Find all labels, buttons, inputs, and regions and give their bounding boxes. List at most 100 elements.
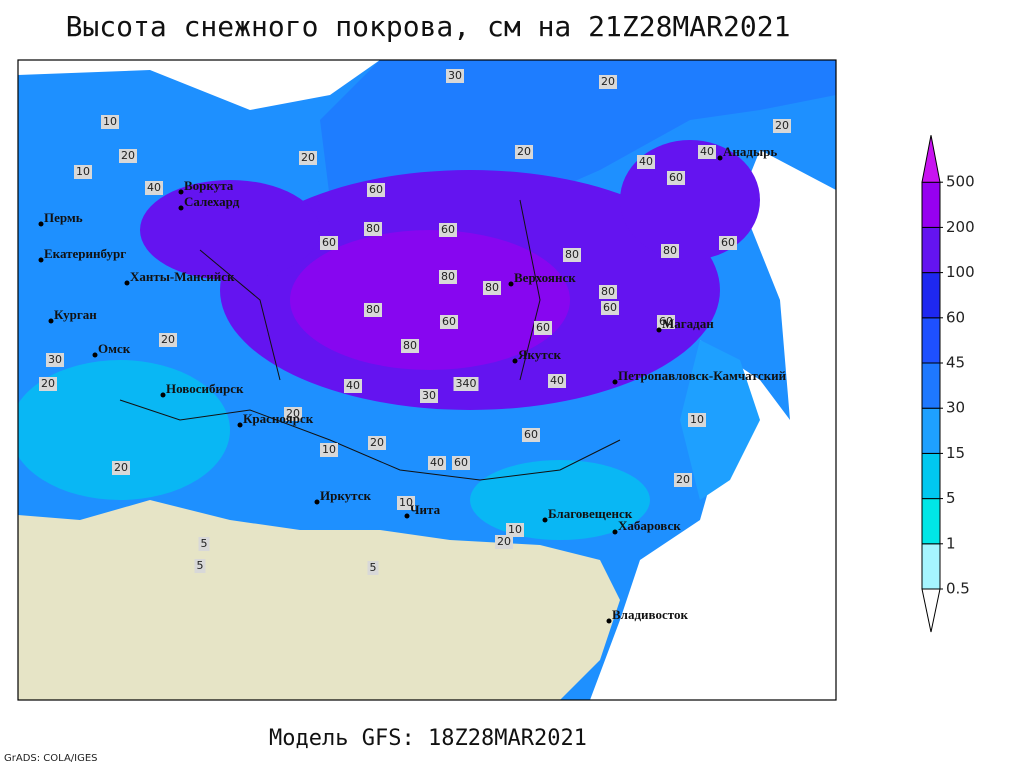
contour-label-box — [601, 301, 619, 315]
snow-deep-east — [620, 140, 760, 260]
city-dot — [178, 189, 184, 195]
contour-label-box — [46, 353, 64, 367]
contour-label: 60 — [442, 315, 456, 328]
city-label: Иркутск — [320, 488, 371, 503]
city-label: Якутск — [518, 347, 562, 362]
city-label: Хабаровск — [618, 518, 681, 533]
colorbar-label: 60 — [946, 308, 965, 326]
snow-shallow — [18, 360, 230, 500]
city-label: Новосибирск — [166, 381, 244, 396]
city-dot — [92, 352, 98, 358]
contour-label-box — [401, 339, 419, 353]
city-dot — [508, 281, 514, 287]
contour-label-box — [506, 523, 524, 537]
colorbar-label: 30 — [946, 399, 965, 417]
city-label: Петропавловск-Камчатский — [618, 368, 787, 383]
title: Высота снежного покрова, см на 21Z28MAR2… — [66, 10, 791, 43]
contour-label: 340 — [456, 377, 477, 390]
contour-label: 40 — [430, 456, 444, 469]
contour-label: 20 — [114, 461, 128, 474]
contour-label-box — [364, 303, 382, 317]
arctic-ocean-west — [18, 60, 380, 110]
contour-label-box — [439, 223, 457, 237]
contour-label: 80 — [485, 281, 499, 294]
contour-label-box — [548, 374, 566, 388]
contour-label: 20 — [601, 75, 615, 88]
pacific-ocean — [590, 150, 836, 700]
colorbar-label: 100 — [946, 263, 975, 281]
contour-label-box — [420, 389, 438, 403]
contour-label: 60 — [659, 315, 673, 328]
contour-label-box — [637, 155, 655, 169]
contour-label: 40 — [346, 379, 360, 392]
credit: GrADS: COLA/IGES — [4, 753, 98, 764]
contour-label: 10 — [690, 413, 704, 426]
contour-label-box — [119, 149, 137, 163]
colorbar-bin — [921, 317, 941, 364]
contour-label: 80 — [663, 244, 677, 257]
contour-label-box — [483, 281, 501, 295]
contour-label: 60 — [322, 236, 336, 249]
contour-label: 80 — [403, 339, 417, 352]
city-dot — [124, 280, 130, 286]
contour-label-box — [198, 537, 210, 551]
contour-label: 20 — [286, 407, 300, 420]
contour-label-box — [112, 461, 130, 475]
contour-label-box — [563, 248, 581, 262]
contour-label-box — [439, 270, 457, 284]
city-label: Магадан — [662, 316, 714, 331]
city-dot — [314, 499, 320, 505]
city-label: Екатеринбург — [44, 246, 126, 261]
contour-label: 20 — [41, 377, 55, 390]
contour-label: 20 — [676, 473, 690, 486]
contour-label: 30 — [422, 389, 436, 402]
city-dot — [38, 221, 44, 227]
contour-label: 60 — [603, 301, 617, 314]
contour-label: 60 — [536, 321, 550, 334]
contour-label: 20 — [370, 436, 384, 449]
map-frame — [17, 59, 837, 701]
contour-label-box — [719, 236, 737, 250]
colorbar-label: 15 — [946, 444, 965, 462]
city-label: Омск — [98, 341, 131, 356]
contour-label-box — [453, 377, 479, 391]
city-dot — [612, 529, 618, 535]
city-label: Салехард — [184, 194, 240, 209]
contour-label-box — [145, 181, 163, 195]
contour-label: 80 — [441, 270, 455, 283]
colorbar-bin — [921, 181, 941, 228]
city-dot — [237, 422, 243, 428]
contour-label: 80 — [601, 285, 615, 298]
contour-label: 60 — [454, 456, 468, 469]
contour-label: 40 — [147, 181, 161, 194]
contour-label-box — [452, 456, 470, 470]
colorbar-label: 200 — [946, 218, 975, 236]
city-dot — [404, 513, 410, 519]
contour-label: 60 — [441, 223, 455, 236]
city-dot — [542, 517, 548, 523]
contour-label-box — [320, 443, 338, 457]
colorbar-bin — [921, 407, 941, 454]
contour-label: 60 — [524, 428, 538, 441]
city-label: Пермь — [44, 210, 83, 225]
colorbar-bin — [921, 272, 941, 319]
contour-label-box — [657, 315, 675, 329]
contour-label: 60 — [369, 183, 383, 196]
contour-label: 10 — [399, 496, 413, 509]
colorbar-bin — [921, 226, 941, 274]
contour-label-box — [599, 75, 617, 89]
contour-label: 20 — [301, 151, 315, 164]
contour-label-box — [367, 183, 385, 197]
contour-label: 10 — [508, 523, 522, 536]
contour-label: 40 — [639, 155, 653, 168]
contour-label: 5 — [201, 537, 208, 550]
contour-label-box — [440, 315, 458, 329]
city-label: Анадырь — [723, 144, 777, 159]
contour-label: 5 — [197, 559, 204, 572]
contour-label-box — [194, 559, 206, 573]
contour-label-box — [661, 244, 679, 258]
contour-label: 60 — [669, 171, 683, 184]
contour-label: 80 — [366, 222, 380, 235]
southern-land — [18, 500, 620, 700]
